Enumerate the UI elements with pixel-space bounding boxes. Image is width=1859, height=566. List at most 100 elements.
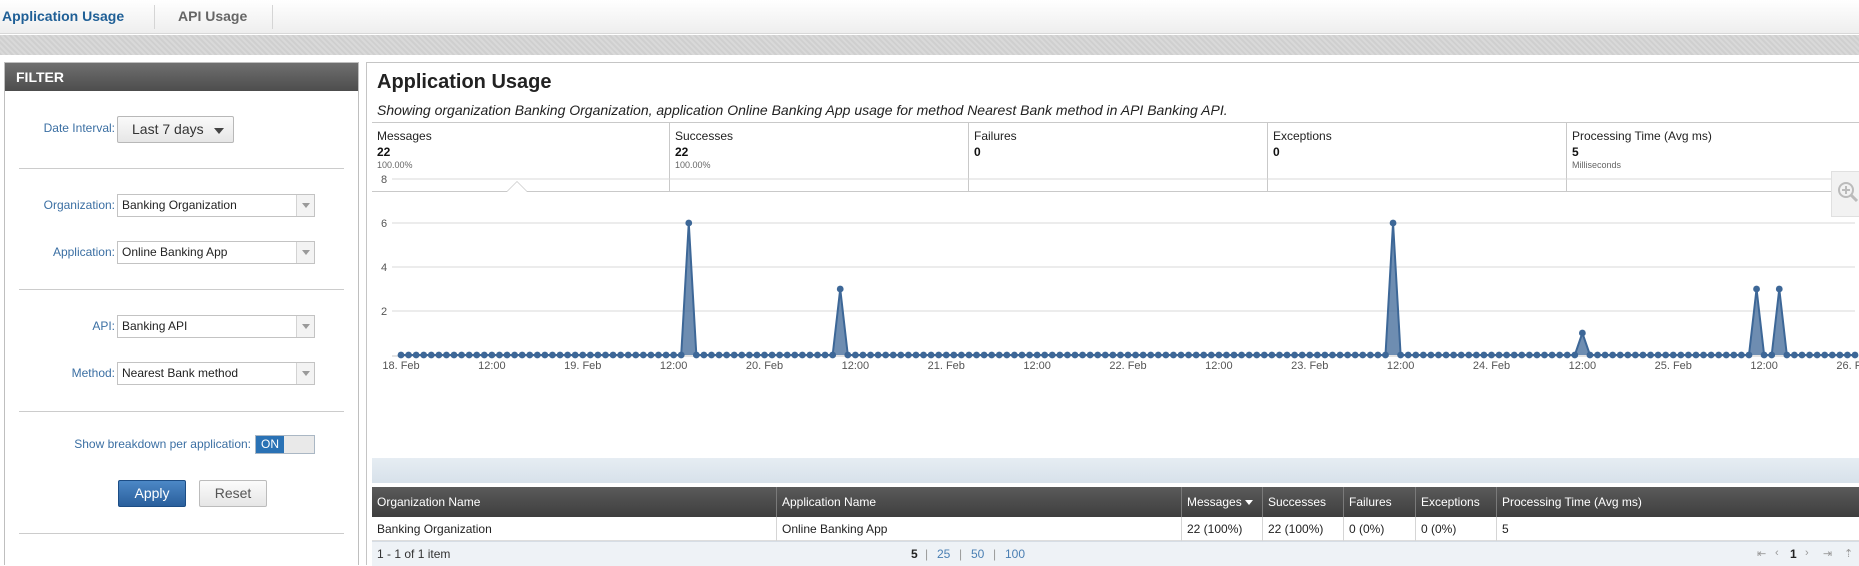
data-point — [655, 351, 662, 359]
summary-label: Processing Time (Avg ms) — [1572, 129, 1712, 143]
series-line — [401, 222, 1855, 356]
data-point — [1745, 351, 1753, 359]
data-point — [1525, 351, 1533, 359]
data-point — [1033, 351, 1041, 359]
data-point — [1268, 351, 1276, 359]
data-point — [617, 351, 625, 359]
column-processing-time[interactable]: Processing Time (Avg ms) — [1502, 495, 1642, 509]
next-page-icon[interactable]: › — [1805, 547, 1809, 559]
data-point — [920, 351, 927, 359]
data-point — [1813, 351, 1821, 359]
summary-messages[interactable]: Messages 22 100.00% — [372, 123, 670, 192]
data-point — [1450, 351, 1458, 359]
page-size-100[interactable]: 100 — [1005, 547, 1026, 561]
summary-processing-time[interactable]: Processing Time (Avg ms) 5 Milliseconds — [1567, 123, 1859, 192]
data-point — [700, 351, 708, 359]
first-page-icon[interactable]: ⇤ — [1757, 548, 1767, 560]
column-messages[interactable]: Messages — [1182, 487, 1263, 517]
tab-application-usage[interactable]: Application Usage — [2, 8, 125, 24]
filter-title: FILTER — [5, 63, 358, 91]
chevron-down-icon[interactable] — [296, 242, 314, 263]
data-point — [761, 351, 768, 359]
data-point — [1223, 351, 1230, 359]
cell-organization: Banking Organization — [372, 517, 777, 541]
data-point — [1245, 351, 1253, 359]
data-point — [1601, 351, 1609, 359]
method-select[interactable]: Nearest Bank method — [117, 362, 315, 385]
data-point — [1707, 351, 1715, 359]
data-point — [859, 351, 867, 359]
data-point — [503, 351, 511, 359]
data-point — [1283, 351, 1291, 359]
data-point — [829, 351, 837, 359]
data-point — [1056, 351, 1064, 359]
application-select[interactable]: Online Banking App — [117, 241, 315, 264]
breakdown-toggle[interactable]: ON — [255, 435, 315, 454]
organization-select[interactable]: Banking Organization — [117, 194, 315, 217]
data-point — [1783, 351, 1791, 359]
api-label: API: — [92, 319, 115, 333]
pager-separator: | — [925, 547, 929, 561]
prev-page-icon[interactable]: ‹ — [1775, 547, 1779, 559]
application-label: Application: — [52, 245, 115, 259]
data-point — [1760, 351, 1768, 359]
date-interval-dropdown[interactable]: Last 7 days — [117, 116, 234, 143]
data-point — [1472, 351, 1480, 359]
apply-button[interactable]: Apply — [118, 480, 186, 507]
data-point — [912, 351, 920, 359]
x-tick-label: 23. Feb — [1291, 360, 1328, 372]
chevron-down-icon[interactable] — [296, 195, 314, 216]
data-point — [821, 351, 829, 359]
data-point — [1321, 351, 1329, 359]
summary-successes[interactable]: Successes 22 100.00% — [670, 123, 969, 192]
data-point — [571, 351, 579, 359]
zoom-reset-button[interactable] — [1831, 171, 1859, 217]
summary-failures[interactable]: Failures 0 — [969, 123, 1268, 192]
summary-exceptions[interactable]: Exceptions 0 — [1268, 123, 1567, 192]
tab-divider — [154, 5, 155, 29]
data-point — [1041, 351, 1049, 359]
column-failures[interactable]: Failures — [1344, 487, 1416, 517]
reset-button[interactable]: Reset — [199, 480, 267, 507]
api-select[interactable]: Banking API — [117, 315, 315, 338]
current-page[interactable]: 1 — [1790, 547, 1797, 561]
page-size-25[interactable]: 25 — [937, 547, 951, 561]
pager-separator: | — [993, 547, 997, 561]
data-point — [1404, 351, 1412, 359]
data-point — [1018, 351, 1026, 359]
data-point — [602, 351, 609, 359]
data-point — [541, 351, 549, 359]
organization-value: Banking Organization — [122, 198, 237, 212]
x-tick-label: 12:00 — [1750, 360, 1778, 372]
tab-api-usage[interactable]: API Usage — [178, 8, 248, 24]
data-point — [1578, 329, 1586, 337]
pager-separator: | — [959, 547, 963, 561]
column-organization-name[interactable]: Organization Name — [372, 487, 777, 517]
chevron-down-icon[interactable] — [296, 363, 314, 384]
column-application-name[interactable]: Application Name — [777, 487, 1182, 517]
data-point — [1715, 351, 1723, 359]
table-row[interactable]: Banking Organization Online Banking App … — [372, 517, 1859, 541]
data-point — [1753, 285, 1760, 293]
scroll-top-icon[interactable]: ⇡ — [1844, 548, 1854, 560]
last-page-icon[interactable]: ⇥ — [1823, 548, 1833, 560]
data-point — [1586, 351, 1594, 359]
chevron-down-icon[interactable] — [296, 316, 314, 337]
caret-down-icon — [214, 128, 224, 134]
data-point — [980, 351, 988, 359]
cell-successes: 22 (100%) — [1263, 517, 1344, 541]
data-point — [1624, 351, 1632, 359]
data-point — [685, 219, 693, 227]
data-point — [405, 351, 412, 359]
page-size-50[interactable]: 50 — [971, 547, 985, 561]
data-point — [973, 351, 980, 359]
data-point — [988, 351, 996, 359]
data-point — [1791, 351, 1798, 359]
column-exceptions[interactable]: Exceptions — [1416, 487, 1497, 517]
column-successes[interactable]: Successes — [1263, 487, 1344, 517]
summary-value: 22 — [377, 145, 391, 159]
page-size-5[interactable]: 5 — [911, 547, 918, 561]
summary-value: 0 — [974, 145, 981, 159]
data-point — [1412, 351, 1420, 359]
data-point — [1488, 351, 1495, 359]
